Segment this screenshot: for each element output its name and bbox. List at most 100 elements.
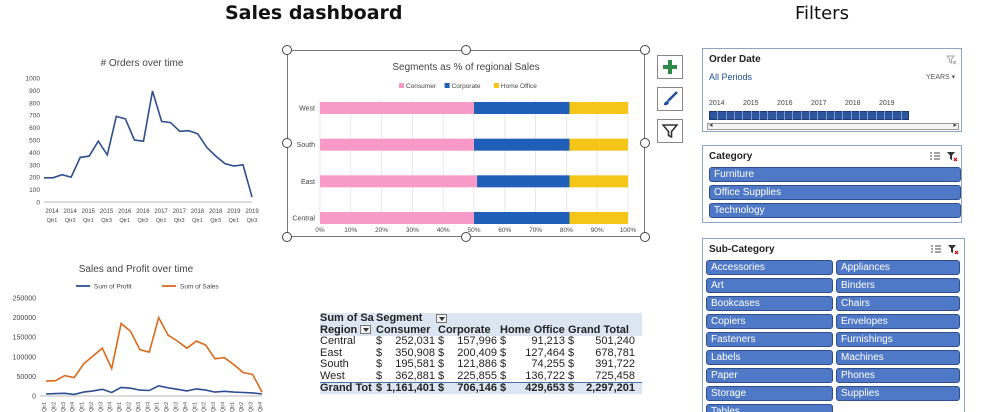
pivot-value-cell: $157,996	[438, 335, 497, 347]
segment-bar[interactable]	[569, 212, 628, 224]
segment-bar[interactable]	[569, 102, 628, 114]
orders-x-tick-quarter: Qtr1	[83, 218, 94, 224]
order-date-timeline[interactable]: Order Date All Periods YEARS ▾ 2014 2015 2…	[702, 48, 962, 132]
clear-filter-icon[interactable]	[947, 244, 959, 255]
sales-profit-chart-title: Sales and Profit over time	[79, 264, 194, 275]
pivot-region-label: Region	[320, 325, 376, 337]
clear-filter-icon[interactable]	[946, 151, 958, 162]
sales-profit-x-tick-label: Qtr4	[145, 402, 151, 412]
region-filter-dropdown[interactable]	[360, 325, 372, 335]
segments-x-tick-label: 80%	[560, 227, 573, 234]
orders-x-tick-quarter: Qtr1	[192, 218, 203, 224]
sales-profit-y-tick-label: 150000	[13, 335, 36, 342]
sales-profit-y-tick-label: 200000	[13, 315, 36, 322]
orders-over-time-chart[interactable]: # Orders over time 0 100 200 300 400 500 600 70…	[0, 50, 270, 235]
timeline-quarter-divider	[859, 111, 860, 120]
segment-bar[interactable]	[320, 138, 474, 151]
sub-category-item[interactable]: Machines	[836, 350, 960, 365]
timeline-year-label: 2017	[811, 100, 827, 107]
orders-y-tick-label: 900	[29, 88, 40, 95]
segments-category-label: West	[299, 106, 315, 113]
resize-handle-bottom-right[interactable]	[640, 232, 650, 242]
segment-bar[interactable]	[474, 212, 570, 224]
segments-x-tick-label: 50%	[467, 227, 480, 234]
legend-label: Corporate	[452, 83, 481, 90]
pivot-value-cell: $678,781	[568, 346, 635, 359]
sub-category-item[interactable]: Chairs	[836, 296, 960, 311]
segment-filter-dropdown[interactable]	[436, 313, 448, 323]
pivot-col-corporate: Corporate	[438, 323, 491, 336]
clear-filter-icon[interactable]	[946, 55, 957, 65]
sub-category-item[interactable]: Bookcases	[706, 296, 833, 311]
category-slicer[interactable]: Category Furniture Office Supplies Technol…	[702, 145, 962, 223]
sub-category-item[interactable]: Paper	[706, 368, 833, 383]
sales-profit-y-tick-label: 0	[32, 394, 36, 401]
resize-handle-bottom-middle[interactable]	[461, 232, 471, 242]
category-item[interactable]: Office Supplies	[709, 185, 961, 200]
resize-handle-middle-left[interactable]	[282, 138, 292, 148]
chart-filters-button[interactable]	[657, 119, 683, 143]
sales-profit-x-tick-label: Qtr2	[239, 402, 245, 412]
sub-category-item[interactable]: Fasteners	[706, 332, 833, 347]
orders-x-tick-quarter: Qtr1	[47, 218, 58, 224]
resize-handle-bottom-left[interactable]	[282, 232, 292, 242]
sub-category-item[interactable]: Furnishings	[836, 332, 960, 347]
resize-handle-middle-right[interactable]	[640, 138, 650, 148]
multiselect-icon[interactable]	[929, 151, 941, 161]
timeline-quarter-divider	[767, 111, 769, 120]
timeline-year-label: 2019	[879, 100, 895, 107]
segment-bar[interactable]	[569, 138, 628, 151]
resize-handle-top-right[interactable]	[640, 45, 650, 55]
timeline-scrollbar[interactable]: ◂ ▸	[707, 122, 959, 130]
sales-profit-x-tick-label: Qtr2	[164, 402, 170, 412]
sales-profit-series-line	[45, 315, 263, 393]
segment-bar[interactable]	[320, 175, 478, 188]
sub-category-item[interactable]: Binders	[836, 278, 960, 293]
sales-profit-x-tick-label: Qtr2	[89, 402, 95, 412]
timeline-quarter-divider	[875, 111, 877, 120]
sales-profit-over-time-chart[interactable]: Sales and Profit over time Sum of Profit…	[0, 258, 272, 412]
sub-category-slicer[interactable]: Sub-Category Accessories Art Bookcases Copi…	[702, 238, 965, 412]
segments-category-label: South	[297, 142, 315, 149]
sub-category-item[interactable]: Tables	[706, 404, 833, 412]
chart-elements-button[interactable]	[657, 55, 683, 79]
orders-y-tick-label: 1000	[26, 76, 41, 83]
sales-profit-x-tick-label: Qtr3	[173, 402, 179, 412]
sub-category-item[interactable]: Accessories	[706, 260, 833, 275]
timeline-quarter-divider	[800, 111, 802, 120]
sub-category-item[interactable]: Labels	[706, 350, 833, 365]
category-item[interactable]: Technology	[709, 203, 961, 218]
pivot-value-cell: $1,161,401	[376, 382, 435, 394]
sub-category-item[interactable]: Appliances	[836, 260, 960, 275]
sales-profit-x-tick-label: Qtr4	[183, 402, 189, 412]
timeline-year-label: 2016	[777, 100, 793, 107]
multiselect-icon[interactable]	[930, 244, 942, 254]
sub-category-item[interactable]: Art	[706, 278, 833, 293]
timeline-unit-selector[interactable]: YEARS ▾	[926, 74, 956, 81]
orders-y-tick-label: 500	[29, 138, 40, 145]
segment-bar[interactable]	[320, 212, 474, 224]
timeline-quarter-divider	[834, 111, 835, 120]
sub-category-item[interactable]: Copiers	[706, 314, 833, 329]
orders-x-tick-year: 2015	[100, 209, 114, 215]
sub-category-item[interactable]: Envelopes	[836, 314, 960, 329]
sub-category-item[interactable]: Phones	[836, 368, 960, 383]
segment-bar[interactable]	[477, 175, 570, 188]
segments-stacked-bar-chart[interactable]: Segments as % of regional Sales Consumer…	[287, 50, 645, 237]
timeline-quarter-divider	[900, 111, 902, 120]
chart-styles-button[interactable]	[657, 87, 683, 111]
resize-handle-top-left[interactable]	[282, 45, 292, 55]
category-item[interactable]: Furniture	[709, 167, 961, 182]
segment-bar[interactable]	[320, 102, 474, 114]
segment-bar[interactable]	[474, 138, 570, 151]
plus-icon	[663, 60, 677, 74]
segment-bar[interactable]	[569, 175, 628, 188]
pivot-table[interactable]: Sum of Sa Segment Region Consumer Corpor…	[320, 312, 642, 394]
sub-category-item[interactable]: Supplies	[836, 386, 960, 401]
timeline-quarter-divider	[850, 111, 852, 120]
resize-handle-top-middle[interactable]	[461, 45, 471, 55]
sub-category-item[interactable]: Storage	[706, 386, 833, 401]
sales-profit-x-tick-label: Qtr1	[80, 402, 86, 412]
segment-bar[interactable]	[474, 102, 570, 114]
sales-profit-x-tick-label: Qtr4	[70, 402, 76, 412]
